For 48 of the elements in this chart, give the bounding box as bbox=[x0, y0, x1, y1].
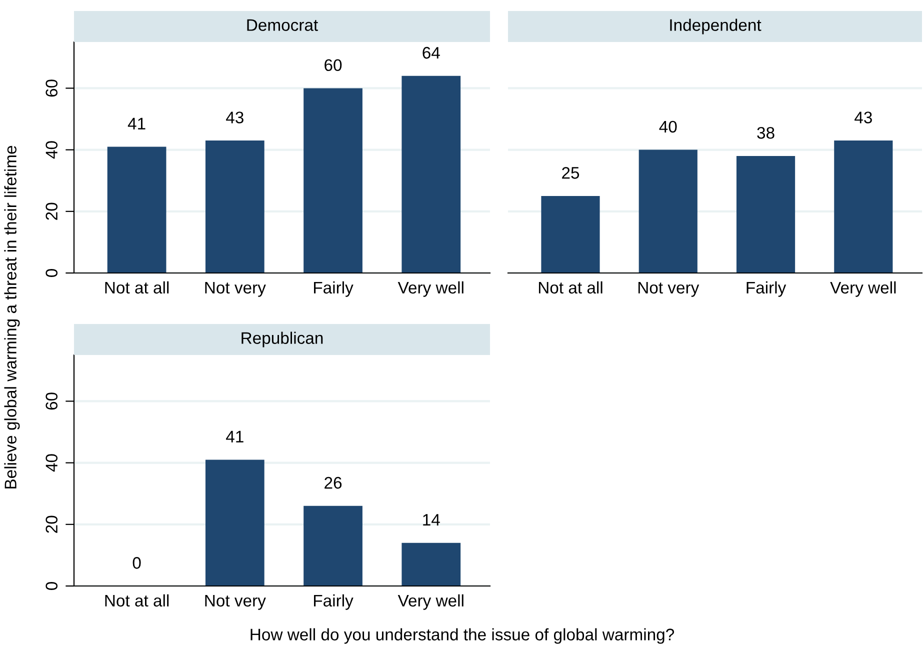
data-label: 0 bbox=[132, 557, 141, 569]
x-axis-title: How well do you understand the issue of global warming? bbox=[250, 628, 674, 644]
x-tick-label: Fairly bbox=[314, 594, 354, 610]
x-tick-label: Very well bbox=[398, 594, 464, 610]
chart-title: Independent bbox=[670, 18, 762, 34]
x-tick-label: Not at all bbox=[538, 281, 602, 294]
bar bbox=[304, 88, 362, 273]
y-tick-label: 0 bbox=[46, 582, 58, 590]
y-tick-label: 40 bbox=[46, 141, 58, 159]
x-tick-label: Very well bbox=[830, 281, 896, 297]
bar bbox=[107, 146, 166, 273]
data-label: 25 bbox=[562, 167, 580, 179]
chart-title: Republican bbox=[242, 332, 323, 348]
data-label: 14 bbox=[423, 514, 440, 526]
data-label: 41 bbox=[128, 118, 146, 130]
x-tick-label: Not very bbox=[205, 594, 266, 610]
x-tick-label: Not at all bbox=[105, 281, 169, 294]
bar bbox=[402, 542, 461, 586]
data-label: 64 bbox=[422, 46, 440, 59]
bar bbox=[541, 196, 600, 273]
bar bbox=[736, 156, 796, 273]
y-tick-label: 40 bbox=[46, 454, 58, 472]
y-tick-label: 20 bbox=[46, 202, 58, 220]
data-label: 40 bbox=[659, 120, 677, 133]
x-tick-label: Fairly bbox=[314, 281, 354, 297]
data-label: 26 bbox=[324, 476, 342, 489]
y-tick-label: 60 bbox=[46, 80, 58, 97]
y-axis-title: Believe global warming a threat in their lifetime bbox=[4, 146, 20, 488]
data-label: 41 bbox=[226, 430, 244, 442]
bar bbox=[205, 140, 264, 273]
chart-title: Democrat bbox=[247, 19, 318, 31]
x-tick-label: Fairly bbox=[746, 281, 786, 297]
bar bbox=[638, 150, 698, 273]
y-tick-label: 0 bbox=[46, 269, 58, 277]
data-label: 60 bbox=[324, 59, 342, 72]
bar bbox=[205, 460, 264, 586]
data-label: 43 bbox=[226, 112, 244, 124]
y-tick-label: 20 bbox=[46, 516, 58, 533]
y-tick-label: 60 bbox=[46, 392, 58, 410]
data-label: 43 bbox=[854, 112, 872, 124]
x-tick-label: Not at all bbox=[105, 594, 169, 607]
bar bbox=[304, 506, 362, 586]
x-tick-label: Very well bbox=[398, 281, 464, 297]
x-tick-label: Not very bbox=[205, 282, 266, 297]
x-tick-label: Not very bbox=[638, 282, 700, 297]
data-label: 38 bbox=[757, 126, 774, 139]
bar bbox=[834, 140, 893, 273]
bar bbox=[402, 76, 461, 273]
